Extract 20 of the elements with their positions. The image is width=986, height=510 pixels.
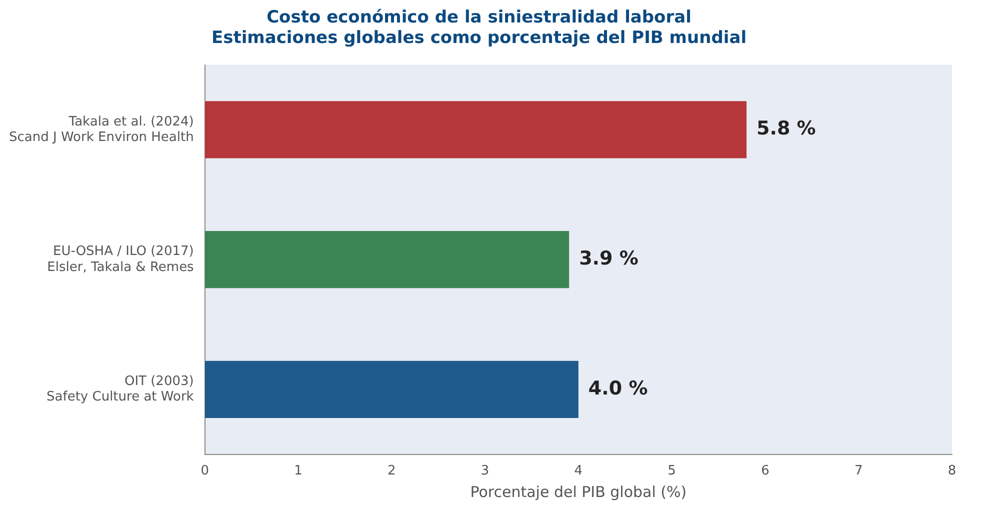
x-tick-label: 2	[387, 464, 396, 479]
x-tick-label: 1	[294, 464, 302, 479]
data-label: 4.0 %	[588, 377, 648, 400]
data-label: 5.8 %	[756, 118, 816, 140]
bar	[204, 101, 747, 158]
x-tick-label: 4	[574, 464, 583, 479]
chart-title: Costo económico de la siniestralidad laboral Estimaciones globales como porcentaje del PIB mundial	[211, 8, 747, 48]
x-axis-title: Porcentaje del PIB global (%)	[470, 482, 687, 501]
x-tick-label: 8	[948, 464, 956, 479]
y-tick-label: OIT (2003) Safety Culture at Work	[46, 374, 194, 405]
x-tick-label: 3	[480, 464, 490, 479]
x-tick-label: 0	[200, 464, 209, 479]
x-tick-label: 5	[668, 464, 676, 479]
x-tick-label: 7	[854, 464, 863, 479]
y-tick-label: EU-OSHA / ILO (2017) Elsler, Takala & Remes	[47, 244, 194, 275]
bar	[204, 231, 570, 288]
data-label: 3.9 %	[579, 248, 638, 270]
y-tick-label: Takala et al. (2024) Scand J Work Environ Health	[8, 114, 194, 145]
bar	[204, 360, 578, 418]
x-tick-label: 6	[761, 464, 770, 479]
